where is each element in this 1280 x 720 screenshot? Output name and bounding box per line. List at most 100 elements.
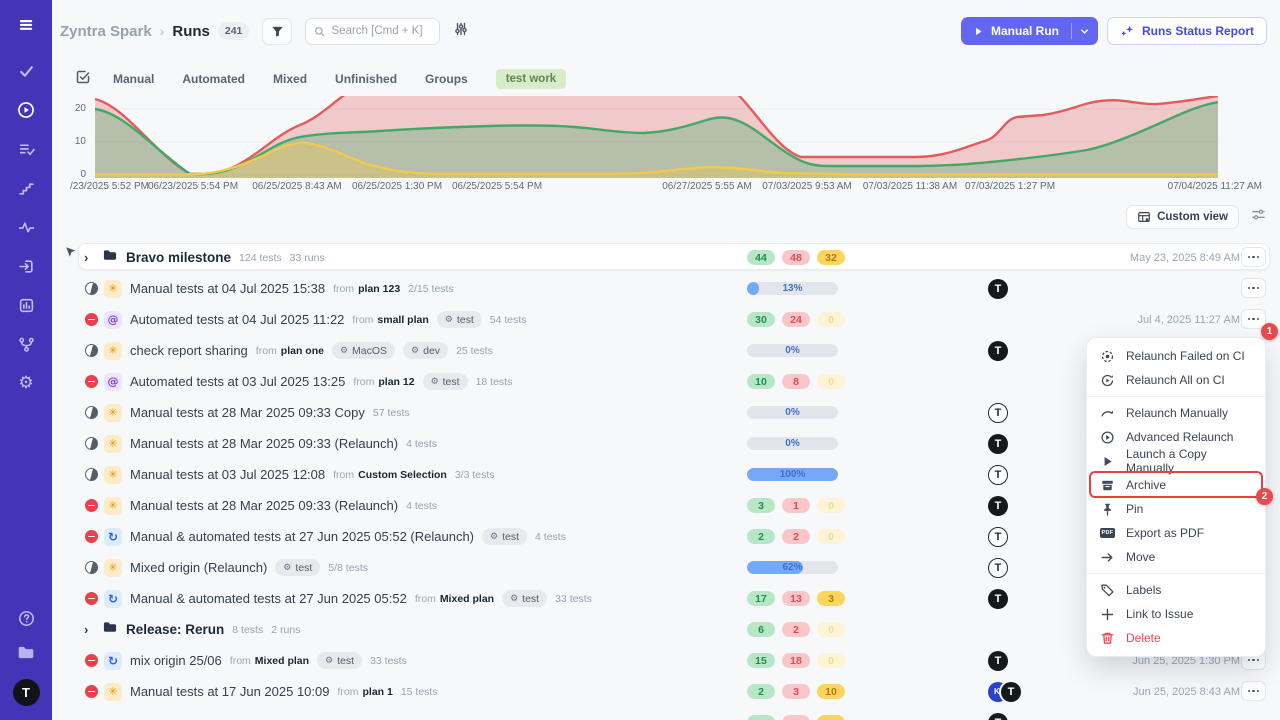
menu-item-move[interactable]: Move: [1087, 545, 1265, 569]
import-runs-icon[interactable]: [17, 257, 35, 275]
menu-item-relaunch-manually[interactable]: Relaunch Manually: [1087, 401, 1265, 425]
run-row[interactable]: @ Automated tests at 04 Jul 2025 11:22 fro…: [52, 304, 1280, 335]
plan-name[interactable]: Custom Selection: [358, 468, 447, 481]
plan-name[interactable]: plan 1: [362, 685, 393, 698]
avatar[interactable]: T: [988, 402, 1008, 423]
run-row[interactable]: ↻ Manual & automated tests at 27 Jun 2025…: [52, 521, 1280, 552]
milestones-icon[interactable]: [17, 179, 35, 197]
more-actions-button[interactable]: [1241, 247, 1266, 267]
menu-item-archive[interactable]: Archive: [1087, 471, 1265, 498]
menu-item-relaunch-all-ci[interactable]: Relaunch All on CI: [1087, 368, 1265, 392]
run-title[interactable]: Manual tests at 28 Mar 2025 09:33 (Relau…: [130, 436, 399, 451]
search-box[interactable]: [305, 17, 441, 45]
group-title[interactable]: Bravo milestone: [126, 250, 232, 265]
tag-chip[interactable]: ⚙ dev: [403, 342, 449, 359]
tab-unfinished[interactable]: Unfinished: [335, 72, 398, 86]
avatar[interactable]: T: [988, 588, 1008, 609]
settings-icon[interactable]: ⚙: [18, 372, 34, 393]
plan-name[interactable]: small plan: [377, 313, 429, 326]
avatar[interactable]: T: [988, 557, 1008, 578]
avatar[interactable]: T: [1001, 681, 1021, 702]
avatar[interactable]: T: [988, 495, 1008, 516]
menu-item-delete[interactable]: Delete: [1087, 626, 1265, 650]
run-title[interactable]: mix origin 25/06: [130, 653, 222, 668]
runs-icon[interactable]: [17, 101, 35, 119]
avatar[interactable]: T: [988, 278, 1008, 299]
tests-icon[interactable]: [17, 62, 35, 80]
tag-chip[interactable]: ⚙ test: [482, 528, 528, 545]
run-row[interactable]: ✳ Manual tests at 03 Jul 2025 12:08 from Cu…: [52, 459, 1280, 490]
run-row[interactable]: ✳ Manual tests at 28 Mar 2025 09:33 (Rela…: [52, 428, 1280, 459]
manual-run-button[interactable]: Manual Run: [960, 17, 1098, 45]
tab-manual[interactable]: Manual: [113, 72, 155, 86]
analytics-icon[interactable]: [17, 218, 35, 236]
more-actions-button[interactable]: [1241, 681, 1266, 701]
view-settings-icon[interactable]: [1251, 207, 1266, 227]
menu-item-export-pdf[interactable]: PDF Export as PDF: [1100, 526, 1205, 540]
account-avatar[interactable]: T: [12, 679, 40, 706]
run-row[interactable]: @ Automated tests at 03 Jul 2025 13:25 fro…: [52, 366, 1280, 397]
search-input[interactable]: [331, 25, 432, 37]
run-title[interactable]: Mixed origin (Relaunch): [130, 560, 268, 575]
filter-button[interactable]: [262, 17, 293, 45]
more-actions-button[interactable]: [1241, 278, 1266, 298]
run-title[interactable]: Manual tests at 04 Jul 2025 15:38: [130, 281, 326, 296]
tag-chip[interactable]: ⚙ test: [436, 311, 482, 328]
reports-icon[interactable]: [17, 296, 35, 314]
tag-chip[interactable]: ⚙ MacOS: [331, 342, 396, 359]
run-title[interactable]: Manual & automated tests at 27 Jun 2025 …: [130, 591, 407, 606]
breadcrumb-project[interactable]: Zyntra Spark: [60, 22, 152, 40]
menu-item-labels[interactable]: Labels: [1087, 578, 1265, 602]
run-row[interactable]: ↻ Manual & automated tests at 27 Jun 2025…: [52, 583, 1280, 614]
menu-item-relaunch-failed-ci[interactable]: Relaunch Failed on CI: [1087, 344, 1265, 368]
group-row[interactable]: › Release: Rerun 8 tests 2 runs 6 2 0: [52, 614, 1280, 645]
run-title[interactable]: Automated tests at 03 Jul 2025 13:25: [130, 374, 346, 389]
select-runs-icon[interactable]: [75, 69, 91, 90]
run-row[interactable]: ✳ Manual tests at 17 Jun 2025 10:09 from pl…: [52, 676, 1280, 707]
plan-name[interactable]: Mixed plan: [439, 592, 495, 605]
menu-item-launch-copy[interactable]: Launch a Copy Manually: [1087, 447, 1265, 475]
run-row[interactable]: ✳ check report sharing from plan one ⚙ MacOS ⚙…: [52, 335, 1280, 366]
avatar[interactable]: T: [988, 433, 1008, 454]
run-title[interactable]: Manual tests at 17 Jun 2025 10:09: [130, 684, 330, 699]
menu-item-pin[interactable]: Pin: [1087, 497, 1265, 521]
tab-mixed[interactable]: Mixed: [273, 72, 308, 86]
hamburger-menu-icon[interactable]: [17, 16, 35, 34]
run-title[interactable]: Automated tests at 04 Jul 2025 11:22: [130, 312, 345, 327]
run-title[interactable]: Manual tests at 28 Mar 2025 09:33 Copy: [130, 405, 365, 420]
run-title[interactable]: Manual tests at 28 Mar 2025 09:33 (Relau…: [130, 498, 399, 513]
tag-chip[interactable]: ⚙ test: [317, 652, 363, 669]
plan-name[interactable]: plan one: [280, 344, 324, 357]
plan-name[interactable]: plan 12: [378, 375, 415, 388]
run-row[interactable]: ✳ Manual tests at 04 Jul 2025 15:38 from pl…: [52, 273, 1280, 304]
custom-view-button[interactable]: Custom view: [1126, 205, 1239, 229]
run-row[interactable]: ✳ Manual tests at 28 Mar 2025 09:33 Copy 5…: [52, 397, 1280, 428]
run-row[interactable]: ✳ Manual tests at 28 Mar 2025 09:33 (Rela…: [52, 490, 1280, 521]
more-actions-button[interactable]: [1241, 309, 1266, 329]
tag-chip[interactable]: ⚙ test: [275, 559, 321, 576]
run-title[interactable]: check report sharing: [130, 343, 248, 358]
avatar[interactable]: T: [988, 340, 1008, 361]
manual-run-dropdown-caret[interactable]: [1072, 26, 1098, 37]
tab-automated[interactable]: Automated: [182, 72, 246, 86]
run-title[interactable]: Manual tests at 03 Jul 2025 12:08: [130, 467, 326, 482]
menu-item-link-issue[interactable]: Link to Issue: [1087, 602, 1265, 626]
avatar[interactable]: T: [988, 712, 1008, 720]
chevron-expand-icon[interactable]: ›: [84, 250, 89, 265]
avatar[interactable]: T: [988, 650, 1008, 671]
avatar[interactable]: T: [988, 464, 1008, 485]
branches-icon[interactable]: [17, 335, 35, 353]
runs-status-report-button[interactable]: Runs Status Report: [1106, 17, 1267, 45]
test-plans-icon[interactable]: [17, 140, 35, 158]
tag-chip[interactable]: ⚙ test: [422, 373, 468, 390]
partial-row[interactable]: T: [52, 707, 1280, 720]
group-title[interactable]: Release: Rerun: [126, 622, 225, 637]
help-icon[interactable]: [17, 609, 35, 627]
avatar[interactable]: T: [988, 526, 1008, 547]
plan-name[interactable]: plan 123: [358, 282, 401, 295]
tag-chip[interactable]: ⚙ test: [502, 590, 548, 607]
active-filter-tag[interactable]: test work: [495, 69, 567, 89]
chevron-expand-icon[interactable]: ›: [84, 622, 89, 637]
projects-folder-icon[interactable]: [17, 644, 35, 662]
menu-item-advanced-relaunch[interactable]: Advanced Relaunch: [1087, 425, 1265, 449]
